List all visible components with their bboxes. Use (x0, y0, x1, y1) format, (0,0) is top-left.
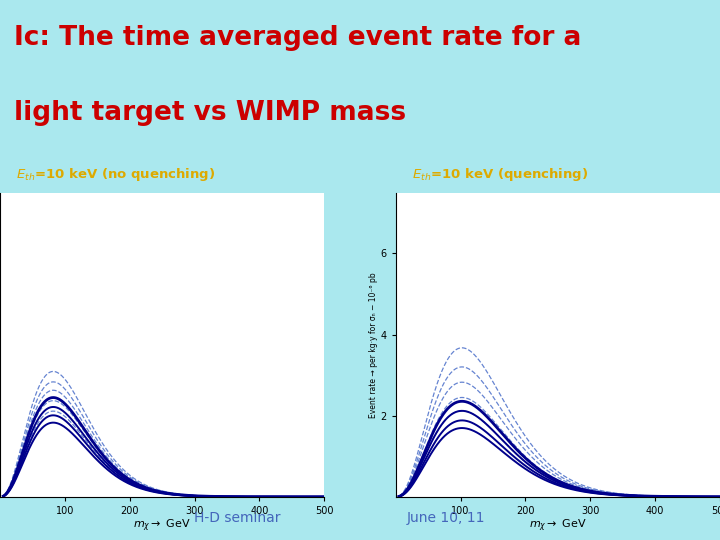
Text: $E_{th}$=10 keV (no quenching): $E_{th}$=10 keV (no quenching) (17, 165, 215, 183)
Text: light target vs WIMP mass: light target vs WIMP mass (14, 100, 407, 126)
Text: $E_{th}$=10 keV (quenching): $E_{th}$=10 keV (quenching) (412, 165, 588, 183)
X-axis label: $m_\chi \rightarrow$ GeV: $m_\chi \rightarrow$ GeV (529, 517, 587, 534)
Text: H-D seminar: H-D seminar (194, 511, 281, 525)
Y-axis label: Event rate → per kg·y for σₙ − 10⁻⁶ pb: Event rate → per kg·y for σₙ − 10⁻⁶ pb (369, 272, 377, 417)
Text: Ic: The time averaged event rate for a: Ic: The time averaged event rate for a (14, 25, 582, 51)
Text: June 10, 11: June 10, 11 (407, 511, 486, 525)
X-axis label: $m_\chi \rightarrow$ GeV: $m_\chi \rightarrow$ GeV (133, 517, 191, 534)
